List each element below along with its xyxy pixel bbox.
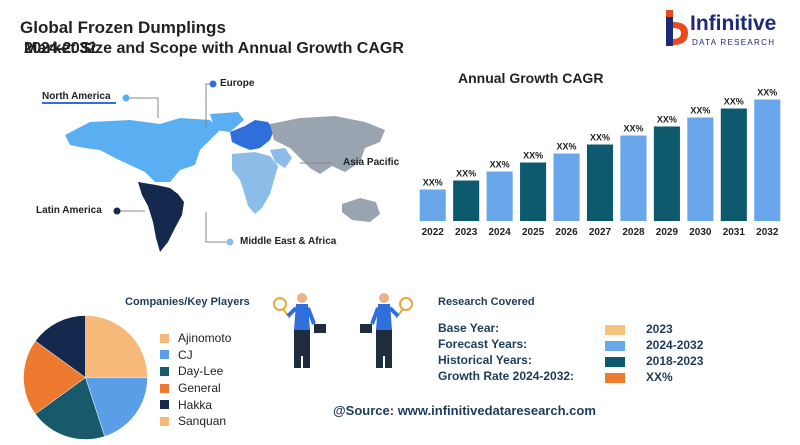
bar-2031: [720, 108, 747, 221]
bar-2032: [754, 99, 781, 221]
bar-data-label: XX%: [690, 106, 710, 116]
legend-item: CJ: [160, 347, 231, 364]
legend-swatch: [160, 366, 169, 376]
research-swatch: [605, 325, 625, 335]
research-swatch: [605, 357, 625, 367]
cagr-bar-chart: XX% 2022 XX% 2023 XX% 2024 XX% 2025 XX% 2026 XX% 20…: [419, 88, 781, 238]
research-swatch: [605, 373, 625, 383]
region-label-latin-america: Latin America: [36, 205, 102, 216]
x-tick-label: 2022: [422, 227, 445, 238]
page-subtitle-overlay: 2024-2032: [24, 40, 97, 57]
page-title: Global Frozen Dumplings: [20, 18, 226, 37]
legend-label: Hakka: [178, 397, 213, 412]
research-key-forecast-years: Forecast Years:: [438, 337, 528, 351]
bar-2030: [687, 117, 714, 221]
bar-2022: [419, 189, 446, 221]
x-tick-label: 2026: [555, 227, 578, 238]
legend-swatch: [160, 416, 169, 426]
legend-swatch: [160, 350, 169, 360]
research-value-forecast-years: 2024-2032: [646, 338, 704, 352]
x-tick-label: 2027: [589, 227, 612, 238]
legend-label: General: [178, 381, 221, 396]
x-tick-label: 2031: [723, 227, 746, 238]
pie-slice-general: [23, 340, 86, 415]
x-tick-label: 2032: [756, 227, 779, 238]
x-tick-label: 2023: [455, 227, 478, 238]
bar-data-label: XX%: [557, 142, 577, 152]
research-value-growth-rate: XX%: [646, 370, 673, 384]
legend-label: Day-Lee: [178, 364, 224, 379]
research-value-base-year: 2023: [646, 322, 673, 336]
players-title: Companies/Key Players: [125, 296, 250, 308]
bar-2025: [520, 162, 547, 221]
legend-item: Hakka: [160, 396, 231, 413]
bar-data-label: XX%: [590, 133, 610, 143]
infinitive-logo-icon: [666, 10, 688, 46]
research-swatch: [605, 341, 625, 351]
legend-swatch: [160, 333, 169, 343]
north-america-shape: [65, 118, 220, 182]
players-legend: Ajinomoto CJ Day-Lee General Hakka Sanqu…: [160, 330, 231, 430]
research-key-growth-rate: Growth Rate 2024-2032:: [438, 369, 575, 383]
europe-shape: [230, 120, 274, 150]
logo-name: Infinitive: [690, 12, 777, 35]
bar-2026: [553, 153, 580, 221]
research-title: Research Covered: [438, 296, 535, 308]
legend-item: General: [160, 380, 231, 397]
x-tick-label: 2024: [489, 227, 512, 238]
x-tick-label: 2028: [622, 227, 645, 238]
latin-america-shape: [138, 182, 184, 252]
research-key-historical-years: Historical Years:: [438, 353, 532, 367]
legend-label: CJ: [178, 347, 193, 362]
legend-label: Ajinomoto: [178, 331, 232, 346]
research-value-historical-years: 2018-2023: [646, 354, 704, 368]
x-tick-label: 2030: [689, 227, 712, 238]
greenland-shape: [210, 112, 244, 132]
bar-2029: [653, 126, 680, 221]
bar-data-label: XX%: [523, 151, 543, 161]
bar-2024: [486, 171, 513, 221]
bar-data-label: XX%: [724, 97, 744, 107]
bar-data-label: XX%: [423, 178, 443, 188]
pie-slice-ajinomoto: [85, 315, 148, 378]
australia-shape: [342, 198, 380, 222]
bar-data-label: XX%: [623, 124, 643, 134]
bar-data-label: XX%: [757, 88, 777, 98]
asia-shape: [270, 116, 385, 174]
bar-data-label: XX%: [456, 169, 476, 179]
africa-shape: [232, 152, 278, 214]
page-subtitle: Market Size and Scope with Annual Growth…: [24, 40, 404, 57]
bar-2023: [453, 180, 480, 221]
legend-swatch: [160, 400, 169, 410]
research-key-base-year: Base Year:: [438, 321, 500, 335]
bar-2028: [620, 135, 647, 221]
legend-label: Sanquan: [178, 414, 227, 429]
logo-subtitle: DATA RESEARCH: [692, 38, 776, 47]
x-tick-label: 2029: [656, 227, 679, 238]
legend-item: Ajinomoto: [160, 330, 231, 347]
bar-data-label: XX%: [490, 160, 510, 170]
bar-data-label: XX%: [657, 115, 677, 125]
region-label-asia-pacific: Asia Pacific: [343, 157, 400, 168]
region-label-middle-east-africa: Middle East & Africa: [240, 236, 337, 247]
players-pie-chart: [23, 315, 148, 440]
legend-item: Sanquan: [160, 413, 231, 430]
x-tick-label: 2025: [522, 227, 545, 238]
bar-2027: [586, 144, 614, 221]
region-label-north-america: North America: [42, 91, 111, 102]
source-link[interactable]: @Source: www.infinitivedataresearch.com: [333, 403, 596, 418]
middle-east-shape: [270, 148, 292, 168]
pie-slice-hakka: [34, 315, 86, 378]
region-label-europe: Europe: [220, 78, 255, 89]
legend-item: Day-Lee: [160, 363, 231, 380]
businessman-magnifier-icon: [360, 293, 413, 368]
businessman-magnifier-icon: [273, 293, 326, 368]
world-map: [65, 112, 385, 252]
cagr-chart-title: Annual Growth CAGR: [458, 70, 604, 86]
legend-swatch: [160, 383, 169, 393]
pie-slice-day-lee: [34, 377, 105, 440]
pie-slice-cj: [85, 377, 148, 437]
